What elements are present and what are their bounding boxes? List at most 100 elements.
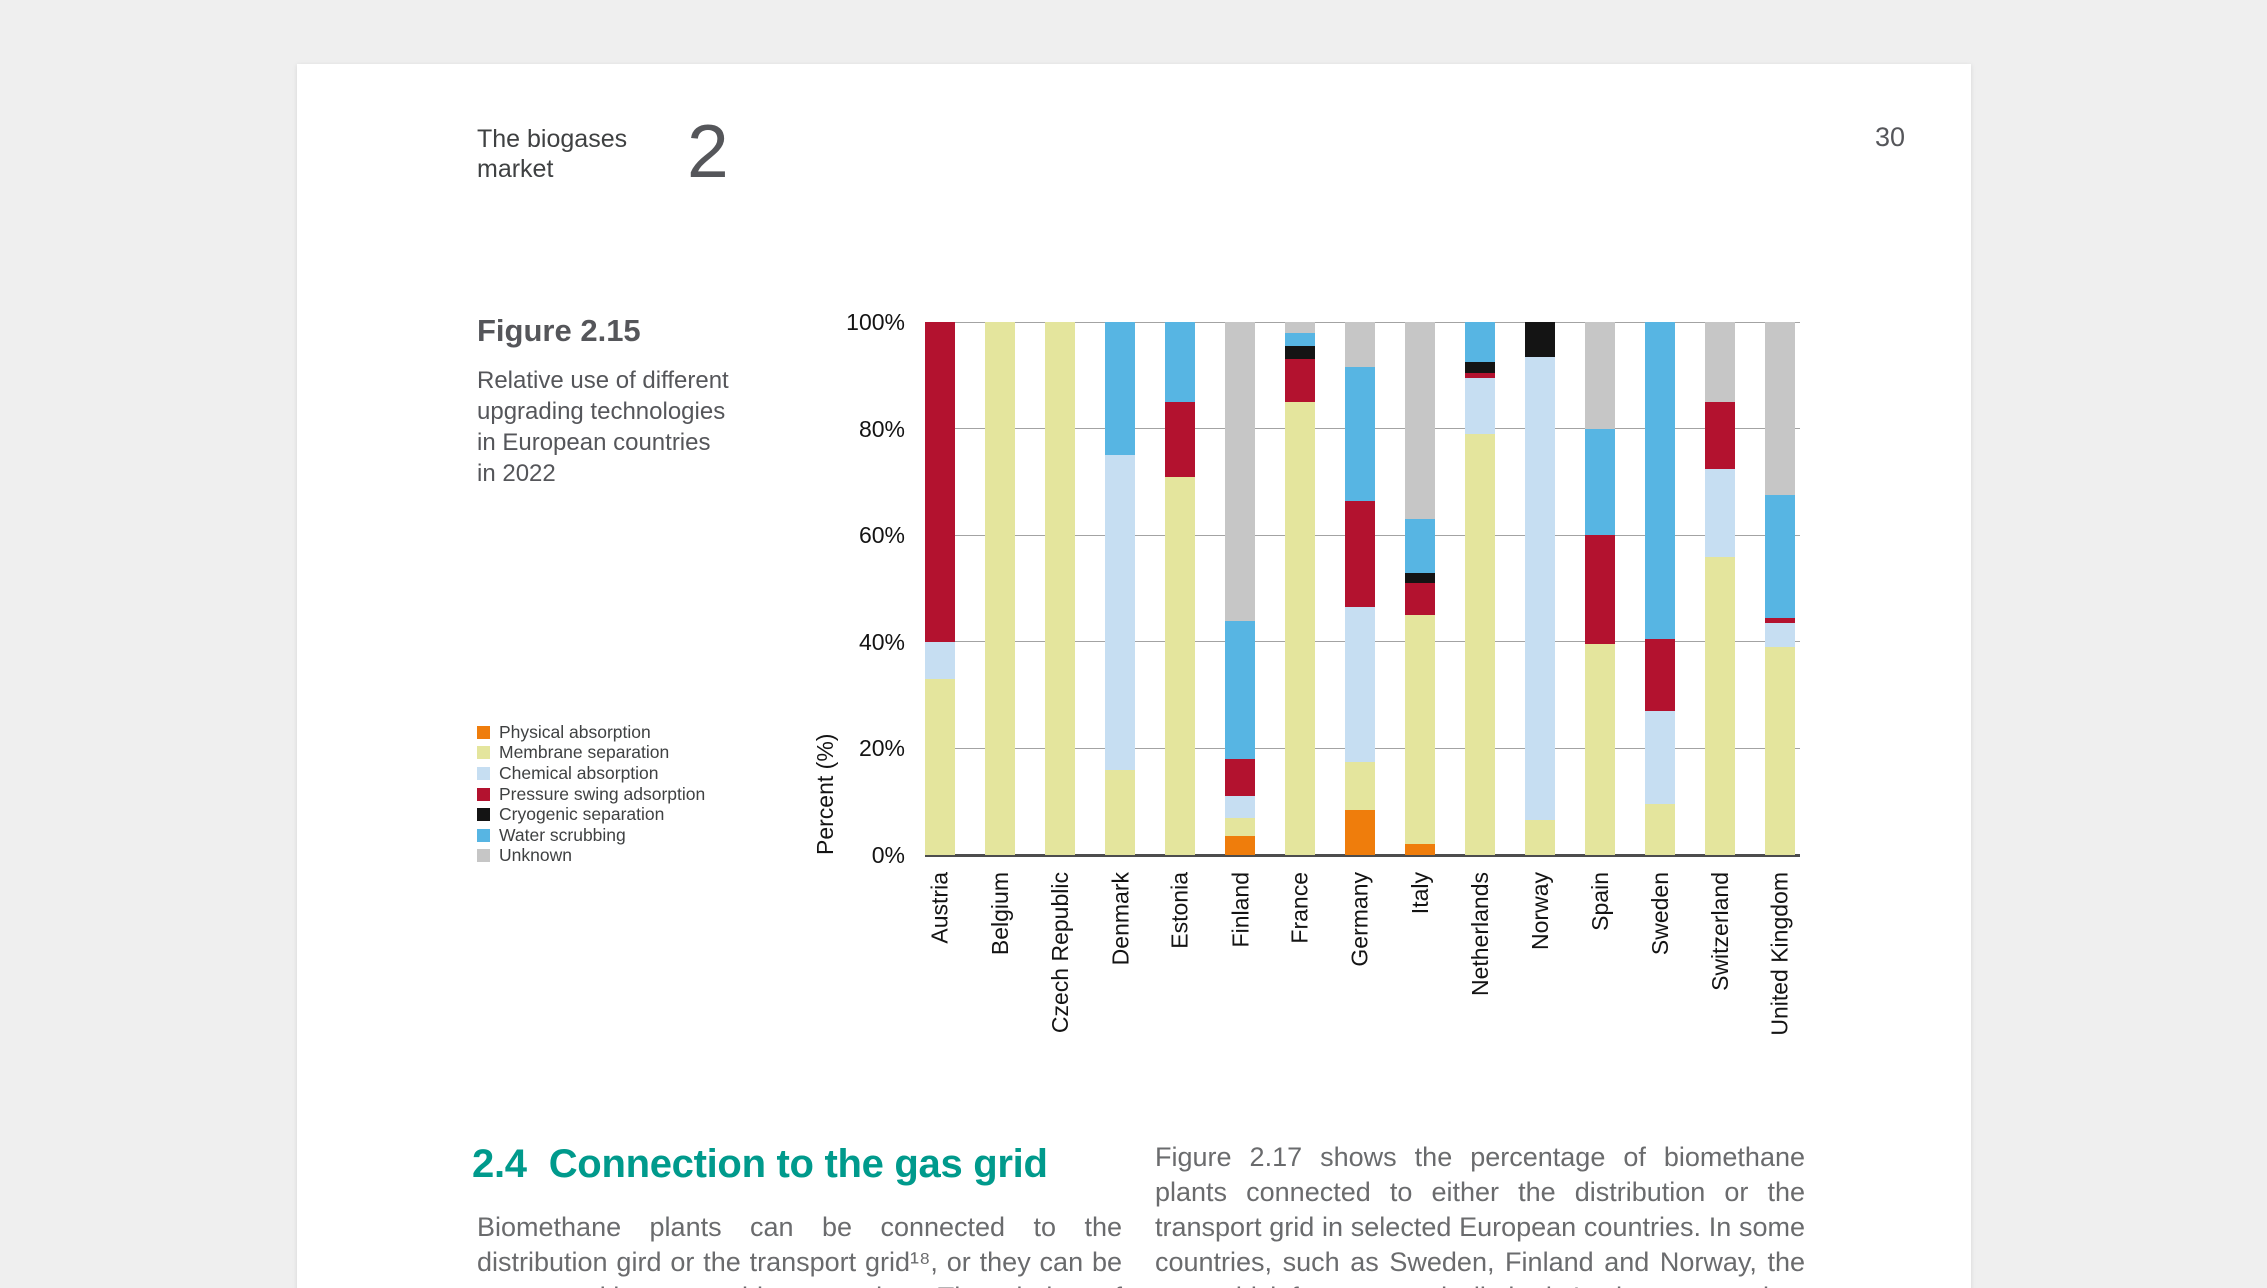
bar-segment <box>1345 367 1375 501</box>
x-axis-label: France <box>1287 872 1313 944</box>
gridline <box>925 321 1800 323</box>
bar-segment <box>1285 332 1315 347</box>
chapter-title: The biogases market <box>477 125 628 183</box>
legend-swatch <box>477 746 490 760</box>
bar-segment <box>1645 639 1675 712</box>
bar-sweden <box>1645 322 1675 855</box>
bar-czech-republic <box>1045 322 1075 855</box>
bar-segment <box>1585 428 1615 536</box>
bar-segment <box>1465 372 1495 378</box>
legend-item: Pressure swing adsorption <box>477 784 705 805</box>
bar-switzerland <box>1705 322 1735 855</box>
bar-segment <box>1405 844 1435 855</box>
bar-segment <box>1465 377 1495 434</box>
bar-segment <box>1225 620 1255 760</box>
legend-label: Physical absorption <box>499 721 651 742</box>
bar-segment <box>1225 817 1255 837</box>
section-number: 2.4 <box>472 1142 527 1186</box>
document-page: 2 The biogases market 30 Figure 2.15 Rel… <box>297 64 1971 1288</box>
bar-segment <box>1225 759 1255 797</box>
legend-swatch <box>477 828 490 842</box>
bar-spain <box>1585 322 1615 855</box>
bar-segment <box>1225 796 1255 818</box>
x-axis-label: Switzerland <box>1707 872 1733 991</box>
x-axis-label: Austria <box>927 872 953 944</box>
bar-segment <box>1765 617 1795 624</box>
bar-segment <box>1105 322 1135 456</box>
legend-swatch <box>477 849 490 863</box>
y-tick-label: 20% <box>858 735 905 762</box>
legend-label: Membrane separation <box>499 742 670 763</box>
bar-segment <box>1345 500 1375 608</box>
bar-segment <box>1285 322 1315 333</box>
bar-segment <box>1165 476 1195 855</box>
body-text-right-column: Figure 2.17 shows the percentage of biom… <box>1155 1142 1805 1288</box>
bar-segment <box>1165 322 1195 402</box>
bar-belgium <box>985 322 1015 855</box>
bar-segment <box>1045 322 1075 855</box>
x-axis-label: Sweden <box>1647 872 1673 956</box>
chapter-number: 2 <box>687 109 729 193</box>
bar-segment <box>1405 322 1435 520</box>
bar-segment <box>1765 322 1795 496</box>
x-axis-label: Finland <box>1227 872 1253 948</box>
bar-finland <box>1225 322 1255 855</box>
bar-norway <box>1525 322 1555 855</box>
bar-segment <box>1525 356 1555 821</box>
x-axis-label: Norway <box>1527 872 1553 950</box>
bar-segment <box>1645 804 1675 855</box>
y-tick-label: 40% <box>858 628 905 655</box>
y-tick-label: 80% <box>858 415 905 442</box>
bar-estonia <box>1165 322 1195 855</box>
bar-segment <box>1525 820 1555 855</box>
bar-segment <box>1345 322 1375 368</box>
legend-swatch <box>477 766 490 780</box>
bar-segment <box>1285 401 1315 855</box>
bar-netherlands <box>1465 322 1495 855</box>
bar-segment <box>1105 455 1135 770</box>
bar-segment <box>1765 623 1795 648</box>
x-axis-label: Denmark <box>1107 872 1133 966</box>
legend-item: Physical absorption <box>477 722 705 743</box>
bar-austria <box>925 322 955 855</box>
legend-label: Pressure swing adsorption <box>499 783 706 804</box>
chart-legend: Physical absorption Membrane separation Ch… <box>477 722 705 866</box>
legend-swatch <box>477 725 490 739</box>
bar-segment <box>1465 322 1495 362</box>
y-tick-label: 0% <box>871 842 905 868</box>
figure-subtitle: Relative use of different upgrading tech… <box>477 367 729 487</box>
bar-segment <box>1765 495 1795 618</box>
bar-united-kingdom <box>1765 322 1795 855</box>
legend-swatch <box>477 808 490 822</box>
bar-segment <box>1525 322 1555 357</box>
bar-segment <box>1405 519 1435 573</box>
bar-segment <box>1765 647 1795 855</box>
x-axis-label: United Kingdom <box>1767 872 1793 1036</box>
bar-segment <box>1705 468 1735 557</box>
legend-label: Water scrubbing <box>499 824 626 845</box>
y-axis-title: Percent (%) <box>812 733 838 855</box>
bar-segment <box>1285 346 1315 360</box>
bar-segment <box>985 322 1015 855</box>
bar-segment <box>925 679 955 855</box>
bar-segment <box>1165 401 1195 477</box>
legend-item: Cryogenic separation <box>477 804 705 825</box>
legend-item: Membrane separation <box>477 742 705 764</box>
x-axis-line <box>925 854 1800 857</box>
y-tick-label: 60% <box>858 522 905 549</box>
legend-item: Water scrubbing <box>477 825 705 846</box>
bar-segment <box>1285 359 1315 402</box>
bar-france <box>1285 322 1315 855</box>
x-axis-label: Italy <box>1407 872 1433 915</box>
bar-segment <box>1405 583 1435 616</box>
bar-segment <box>1405 615 1435 845</box>
x-axis-label: Estonia <box>1167 872 1193 949</box>
x-axis-label: Germany <box>1347 872 1373 967</box>
bar-segment <box>1705 322 1735 402</box>
x-axis-label: Netherlands <box>1467 872 1493 997</box>
bar-segment <box>1225 322 1255 621</box>
bar-segment <box>925 322 955 642</box>
section-heading: 2.4 Connection to the gas grid <box>472 1142 1048 1187</box>
bar-italy <box>1405 322 1435 855</box>
